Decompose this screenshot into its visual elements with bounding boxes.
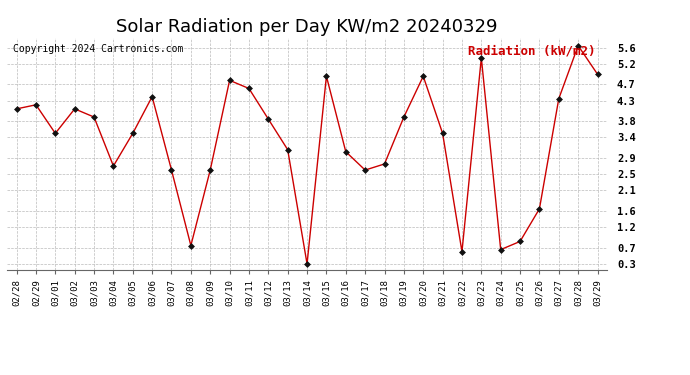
Title: Solar Radiation per Day KW/m2 20240329: Solar Radiation per Day KW/m2 20240329 — [117, 18, 497, 36]
Text: Radiation (kW/m2): Radiation (kW/m2) — [468, 45, 595, 57]
Text: Copyright 2024 Cartronics.com: Copyright 2024 Cartronics.com — [13, 45, 184, 54]
